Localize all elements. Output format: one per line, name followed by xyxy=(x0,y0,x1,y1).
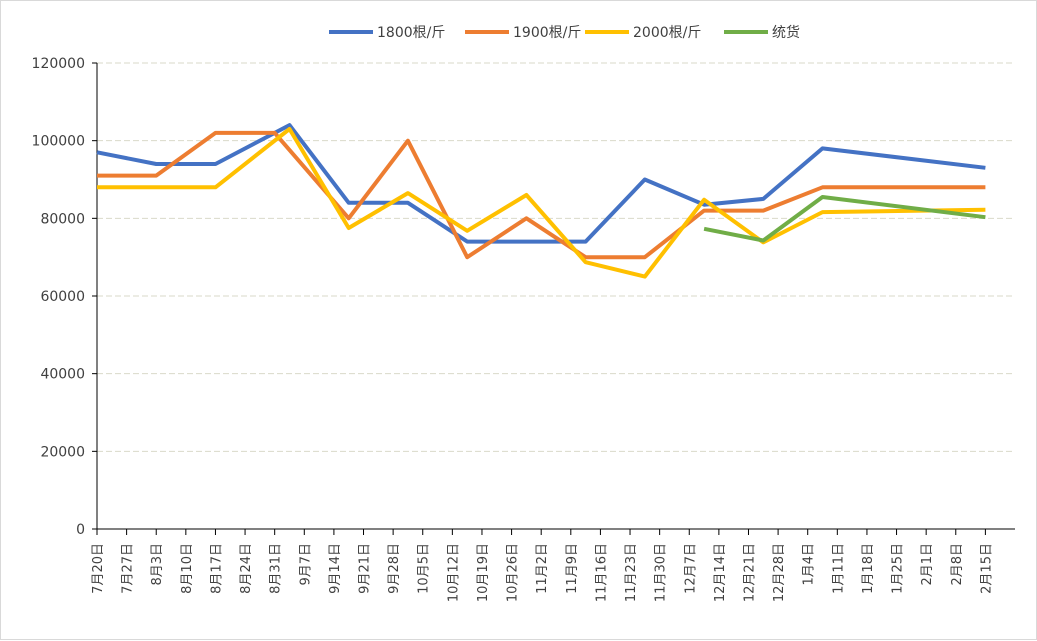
y-tick-label: 0 xyxy=(76,522,85,538)
series-line-2 xyxy=(97,127,986,279)
y-tick-label: 120000 xyxy=(32,56,85,72)
legend-label: 统货 xyxy=(772,24,800,41)
legend-label: 1800根/斤 xyxy=(377,25,445,41)
gridlines xyxy=(97,62,1015,452)
x-tick-label: 10月26日 xyxy=(506,543,521,602)
x-tick-label: 11月30日 xyxy=(654,543,669,602)
x-tick-label: 1月4日 xyxy=(802,543,817,586)
x-tick-label: 8月31日 xyxy=(269,543,284,594)
x-tick-label: 9月28日 xyxy=(387,543,402,594)
x-tick-label: 8月17日 xyxy=(209,543,224,594)
x-tick-label: 12月21日 xyxy=(742,543,757,602)
x-tick-label: 1月25日 xyxy=(891,543,906,594)
x-tick-label: 7月20日 xyxy=(91,543,106,594)
x-tick-label: 8月10日 xyxy=(180,543,195,594)
legend-label: 1900根/斤 xyxy=(513,25,581,41)
x-tick-label: 10月5日 xyxy=(417,543,432,594)
y-tick-label: 20000 xyxy=(40,444,85,460)
y-tick-label: 40000 xyxy=(40,367,85,383)
x-tick-label: 9月14日 xyxy=(328,543,343,594)
x-tick-label: 8月3日 xyxy=(150,543,165,586)
x-tick-label: 11月2日 xyxy=(535,543,550,594)
x-tick-label: 1月11日 xyxy=(831,543,846,594)
legend-label: 2000根/斤 xyxy=(633,25,701,41)
x-tick-label: 9月7日 xyxy=(298,543,313,586)
series-line-1 xyxy=(97,130,986,260)
legend: 1800根/斤 1900根/斤 2000根/斤 统货 xyxy=(329,24,800,41)
x-tick-label: 2月1日 xyxy=(920,543,935,586)
axes: 0 20000 40000 60000 80000 100000 120000 7月20日 7月… xyxy=(32,56,1015,602)
x-tick-label: 10月19日 xyxy=(476,543,491,602)
x-tick-label: 12月7日 xyxy=(683,543,698,594)
x-tick-label: 9月21日 xyxy=(358,543,373,594)
y-tick-label: 60000 xyxy=(40,289,85,305)
x-tick-label: 1月18日 xyxy=(861,543,876,594)
y-tick-label: 100000 xyxy=(32,134,85,150)
x-tick-label: 10月12日 xyxy=(446,543,461,602)
x-tick-label: 11月9日 xyxy=(565,543,580,594)
y-tick-label: 80000 xyxy=(40,211,85,227)
series-lines xyxy=(96,123,986,279)
x-tick-label: 11月16日 xyxy=(594,543,609,602)
x-tick-label: 12月28日 xyxy=(772,543,787,602)
x-tick-label: 2月8日 xyxy=(950,543,965,586)
x-tick-label: 11月23日 xyxy=(624,543,639,602)
series-line-0 xyxy=(96,123,986,244)
x-tick-label: 8月24日 xyxy=(239,543,254,594)
x-tick-label: 12月14日 xyxy=(713,543,728,602)
x-tick-label: 2月15日 xyxy=(979,543,994,594)
x-tick-label: 7月27日 xyxy=(121,543,136,594)
series-line-3 xyxy=(703,195,986,243)
